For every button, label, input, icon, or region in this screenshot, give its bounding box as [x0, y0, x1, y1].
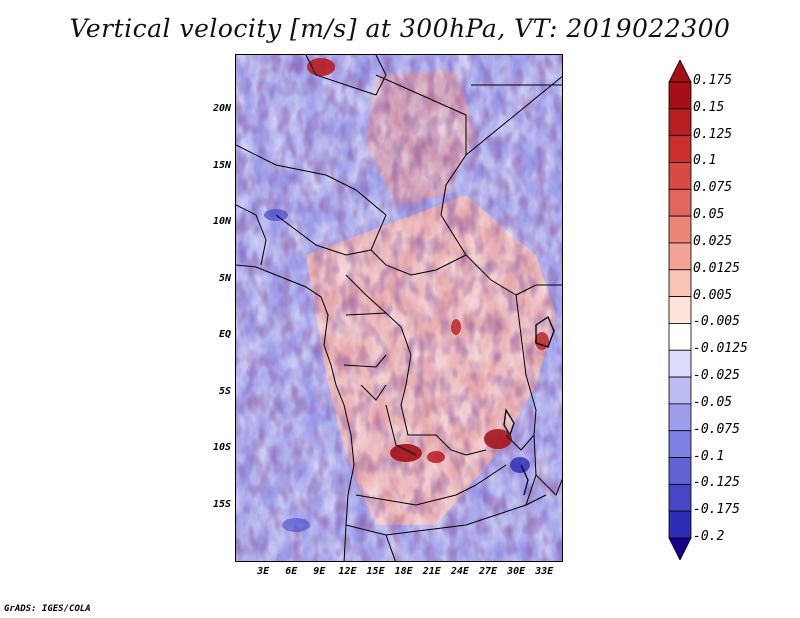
colorbar-level-label: 0.175 [693, 73, 733, 88]
colorbar-top-arrow [668, 60, 692, 83]
lon-tick-label: 15E [366, 566, 385, 577]
colorbar-swatch [668, 483, 692, 512]
colorbar-swatch [668, 188, 692, 217]
colorbar-level-label: 0.005 [693, 287, 733, 303]
colorbar-swatch [668, 349, 692, 378]
colorbar-swatch [668, 242, 692, 271]
colorbar-level-label: -0.05 [693, 394, 733, 410]
lat-tick-label: 15S [212, 498, 231, 510]
colorbar-level-label: -0.005 [693, 314, 740, 330]
map-title: Vertical velocity [m/s] at 300hPa, VT: 2… [69, 14, 731, 43]
colorbar-swatch [668, 81, 692, 110]
colorbar-level-label: -0.125 [693, 475, 740, 491]
colorbar-swatch [668, 376, 692, 405]
colorbar [668, 60, 692, 560]
lat-tick-label: EQ [218, 329, 231, 341]
lon-tick-label: 33E [535, 566, 554, 577]
colorbar-level-label: -0.175 [693, 502, 740, 518]
colorbar-level-label: -0.1 [693, 448, 725, 464]
colorbar-level-label: -0.2 [693, 529, 725, 544]
lat-tick-label: 5S [218, 385, 231, 397]
colorbar-swatch [668, 269, 692, 297]
colorbar-level-label: -0.075 [693, 421, 740, 437]
colorbar-level-label: 0.075 [693, 180, 733, 196]
colorbar-swatch [668, 108, 692, 137]
lon-tick-label: 27E [478, 566, 498, 577]
lon-tick-label: 21E [422, 566, 441, 577]
country-borders [236, 55, 562, 561]
colorbar-level-label: 0.1 [693, 153, 717, 169]
colorbar-level-label: 0.15 [693, 99, 725, 115]
lat-tick-label: 20N [212, 103, 231, 115]
lat-tick-label: 10N [212, 216, 231, 228]
colorbar-swatch [668, 510, 692, 539]
colorbar-bottom-arrow [668, 537, 692, 560]
colorbar-swatch [668, 457, 692, 485]
grads-credit: GrADS: IGES/COLA [4, 604, 91, 614]
velocity-map [235, 54, 563, 562]
lat-tick-label: 10S [212, 442, 231, 454]
colorbar-level-label: 0.05 [693, 207, 725, 223]
colorbar-swatch [668, 403, 692, 432]
velocity-field [236, 55, 562, 561]
lat-tick-label: 5N [218, 272, 231, 284]
colorbar-swatch [668, 162, 692, 190]
colorbar-swatch [668, 215, 692, 244]
lon-tick-label: 9E [313, 566, 326, 577]
colorbar-level-label: 0.025 [693, 233, 733, 249]
lon-tick-label: 12E [338, 566, 357, 577]
lon-tick-label: 18E [394, 566, 413, 577]
colorbar-swatch [668, 430, 692, 458]
colorbar-level-label: 0.125 [693, 126, 733, 142]
colorbar-swatch [668, 135, 692, 163]
colorbar-swatch [668, 296, 692, 324]
colorbar-level-label: 0.0125 [693, 260, 740, 276]
field-texture-red [236, 55, 562, 561]
lon-tick-label: 30E [507, 566, 526, 577]
lakes [503, 316, 555, 496]
lon-tick-label: 24E [450, 566, 469, 577]
lat-tick-label: 15N [212, 159, 231, 171]
colorbar-level-label: -0.0125 [693, 341, 748, 357]
lon-tick-label: 3E [257, 566, 270, 577]
colorbar-swatch [668, 323, 692, 351]
lon-tick-label: 6E [285, 566, 298, 577]
colorbar-level-label: -0.025 [693, 368, 740, 384]
